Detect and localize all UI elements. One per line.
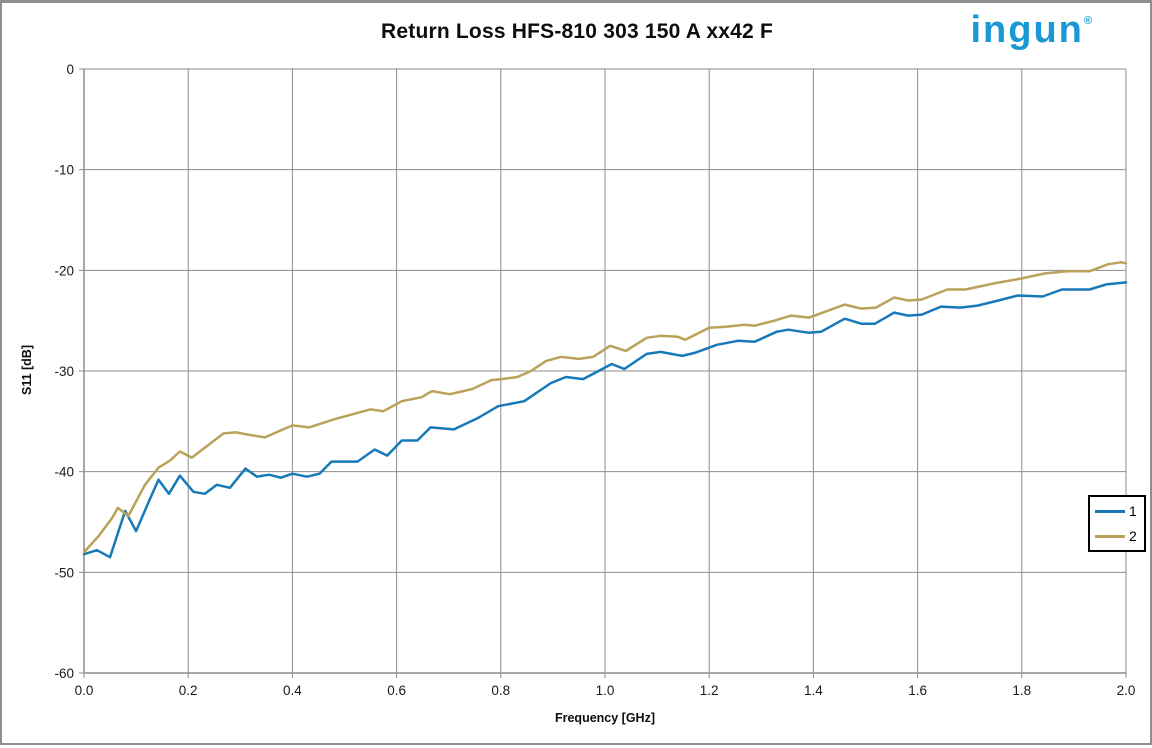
y-tick-label: -40 (54, 465, 74, 480)
x-tick-label: 0.6 (387, 683, 406, 698)
legend-item-label: 1 (1129, 503, 1137, 519)
legend-line-swatch (1095, 534, 1125, 538)
legend-item: 1 (1095, 504, 1139, 518)
x-tick-label: 0.4 (283, 683, 302, 698)
x-tick-label: 1.0 (596, 683, 615, 698)
x-tick-label: 1.2 (700, 683, 719, 698)
y-tick-label: -50 (54, 565, 74, 580)
y-tick-label: -60 (54, 666, 74, 681)
x-tick-label: 0.8 (491, 683, 510, 698)
y-tick-label: -10 (54, 163, 74, 178)
y-tick-label: -30 (54, 364, 74, 379)
legend-item-label: 2 (1129, 528, 1137, 544)
series-2-line (82, 261, 1128, 554)
series-1-line (82, 281, 1128, 559)
y-tick-label: -20 (54, 263, 74, 278)
x-tick-label: 1.8 (1012, 683, 1031, 698)
ingun-logo: ingun® (970, 11, 1092, 49)
chart-title: Return Loss HFS-810 303 150 A xx42 F (381, 20, 773, 43)
return-loss-plot: 0 -10 -20 -30 -40 -50 -600.0 0.2 0.4 0.6 0.8 1.0 1.2… (54, 62, 1136, 698)
legend-item: 2 (1095, 529, 1139, 543)
y-tick-label: 0 (66, 62, 74, 77)
x-tick-label: 1.6 (908, 683, 927, 698)
legend-line-swatch (1095, 509, 1125, 513)
y-axis-title: S11 [dB] (20, 345, 34, 396)
x-axis-title: Frequency [GHz] (554, 711, 655, 725)
x-tick-label: 0.0 (75, 683, 94, 698)
x-tick-label: 2.0 (1117, 683, 1136, 698)
x-tick-label: 0.2 (179, 683, 198, 698)
logo-text: ingun (970, 9, 1084, 51)
registered-mark: ® (1083, 15, 1092, 27)
x-tick-label: 1.4 (804, 683, 823, 698)
